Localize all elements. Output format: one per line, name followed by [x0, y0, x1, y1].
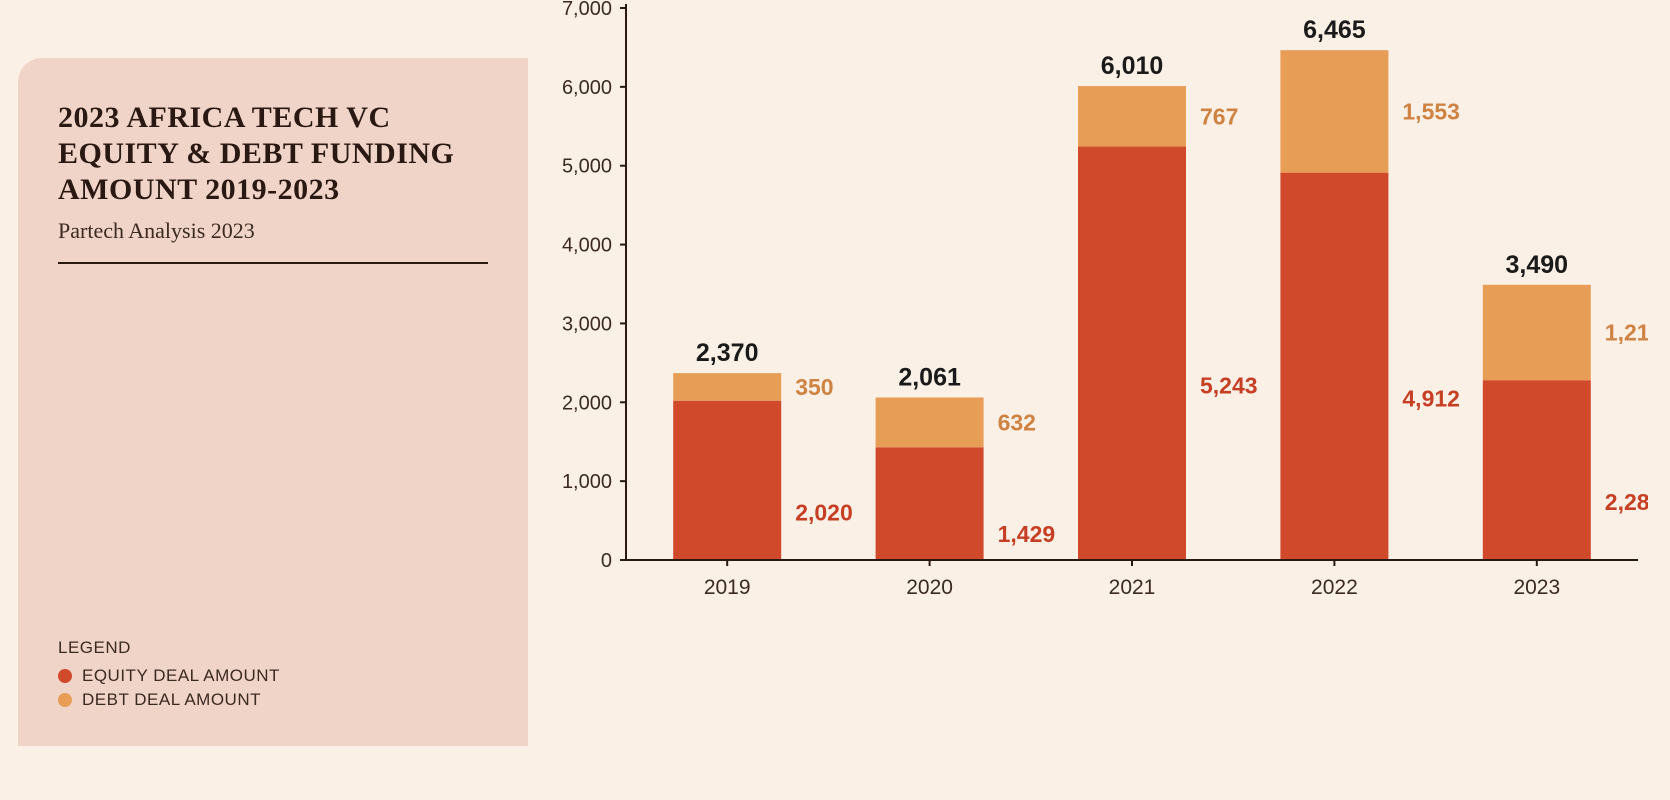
- bar-debt: [1078, 86, 1186, 146]
- legend-item-debt: DEBT DEAL AMOUNT: [58, 690, 280, 710]
- bar-debt: [1280, 50, 1388, 172]
- bar-equity-label: 4,912: [1402, 385, 1460, 411]
- y-tick-label: 2,000: [562, 392, 612, 414]
- info-panel: 2023 AFRICA TECH VC EQUITY & DEBT FUNDIN…: [18, 58, 528, 746]
- bar-equity-label: 1,429: [998, 521, 1056, 547]
- legend-label-equity: EQUITY DEAL AMOUNT: [82, 666, 280, 686]
- bar-equity-label: 2,020: [795, 499, 853, 525]
- bar-equity: [876, 447, 984, 560]
- bar-debt: [876, 397, 984, 447]
- bar-equity: [673, 401, 781, 560]
- bar-debt-label: 1,210: [1605, 319, 1648, 345]
- panel-title: 2023 AFRICA TECH VC EQUITY & DEBT FUNDIN…: [58, 100, 488, 208]
- bar-equity-label: 5,243: [1200, 372, 1258, 398]
- bar-equity-label: 2,280: [1605, 489, 1648, 515]
- legend-dot-debt: [58, 693, 72, 707]
- x-category-label: 2021: [1109, 576, 1156, 599]
- bar-debt-label: 1,553: [1402, 98, 1460, 124]
- bar-debt: [673, 373, 781, 401]
- y-tick-label: 3,000: [562, 313, 612, 335]
- bar-equity: [1078, 147, 1186, 560]
- y-tick-label: 5,000: [562, 156, 612, 178]
- panel-divider: [58, 262, 488, 264]
- y-tick-label: 0: [601, 550, 612, 572]
- y-tick-label: 4,000: [562, 235, 612, 257]
- bar-debt-label: 767: [1200, 103, 1238, 129]
- bar-total-label: 6,465: [1303, 16, 1366, 44]
- bar-debt-label: 350: [795, 374, 833, 400]
- bar-equity: [1483, 380, 1591, 560]
- bar-equity: [1280, 173, 1388, 560]
- x-category-label: 2019: [704, 576, 751, 599]
- bar-total-label: 3,490: [1506, 251, 1569, 279]
- legend-label-debt: DEBT DEAL AMOUNT: [82, 690, 261, 710]
- legend-item-equity: EQUITY DEAL AMOUNT: [58, 666, 280, 686]
- x-category-label: 2022: [1311, 576, 1358, 599]
- legend-dot-equity: [58, 669, 72, 683]
- bar-total-label: 2,061: [898, 363, 961, 391]
- funding-chart: 0 1,000 2,000 3,000 4,000 5,000 6,000 7,000 2,37…: [548, 0, 1648, 630]
- bar-total-label: 2,370: [696, 339, 759, 367]
- legend: LEGEND EQUITY DEAL AMOUNT DEBT DEAL AMOU…: [58, 638, 280, 710]
- bar-total-label: 6,010: [1101, 52, 1164, 80]
- bar-debt: [1483, 285, 1591, 380]
- panel-subtitle: Partech Analysis 2023: [58, 218, 488, 244]
- legend-heading: LEGEND: [58, 638, 280, 658]
- x-category-label: 2023: [1513, 576, 1560, 599]
- y-tick-label: 7,000: [562, 0, 612, 20]
- x-category-label: 2020: [906, 576, 953, 599]
- bar-debt-label: 632: [998, 409, 1036, 435]
- y-tick-label: 1,000: [562, 471, 612, 493]
- y-tick-label: 6,000: [562, 77, 612, 99]
